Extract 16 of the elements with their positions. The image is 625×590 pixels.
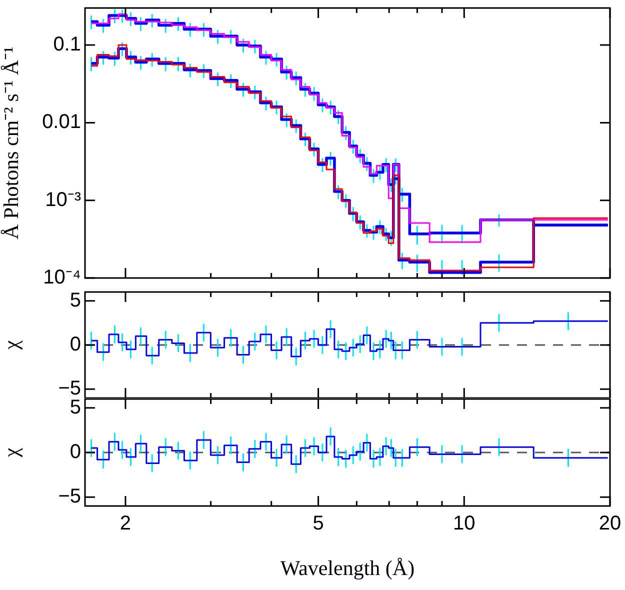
y-tick-label: 0.1 bbox=[53, 34, 81, 56]
x-tick-label: 20 bbox=[598, 512, 622, 535]
y-axis-title: χ bbox=[0, 340, 24, 351]
x-axis-title: Wavelength (Å) bbox=[280, 556, 415, 580]
x-tick-label: 2 bbox=[120, 512, 132, 535]
x-tick-label: 10 bbox=[453, 512, 476, 535]
y-axis-title: Å Photons cm⁻² s⁻¹ Å⁻¹ bbox=[0, 46, 24, 240]
y-tick-label: 10⁻⁴ bbox=[43, 266, 81, 289]
y-tick-label: −5 bbox=[58, 486, 81, 508]
y-tick-label: 0 bbox=[70, 334, 81, 356]
y-tick-label: 5 bbox=[70, 289, 81, 312]
x-tick-label: 5 bbox=[312, 512, 324, 535]
y-axis-title: χ bbox=[0, 447, 24, 458]
y-tick-label: 10⁻³ bbox=[45, 188, 82, 211]
y-tick-label: 0.01 bbox=[42, 111, 81, 134]
y-tick-label: 0 bbox=[70, 441, 81, 464]
